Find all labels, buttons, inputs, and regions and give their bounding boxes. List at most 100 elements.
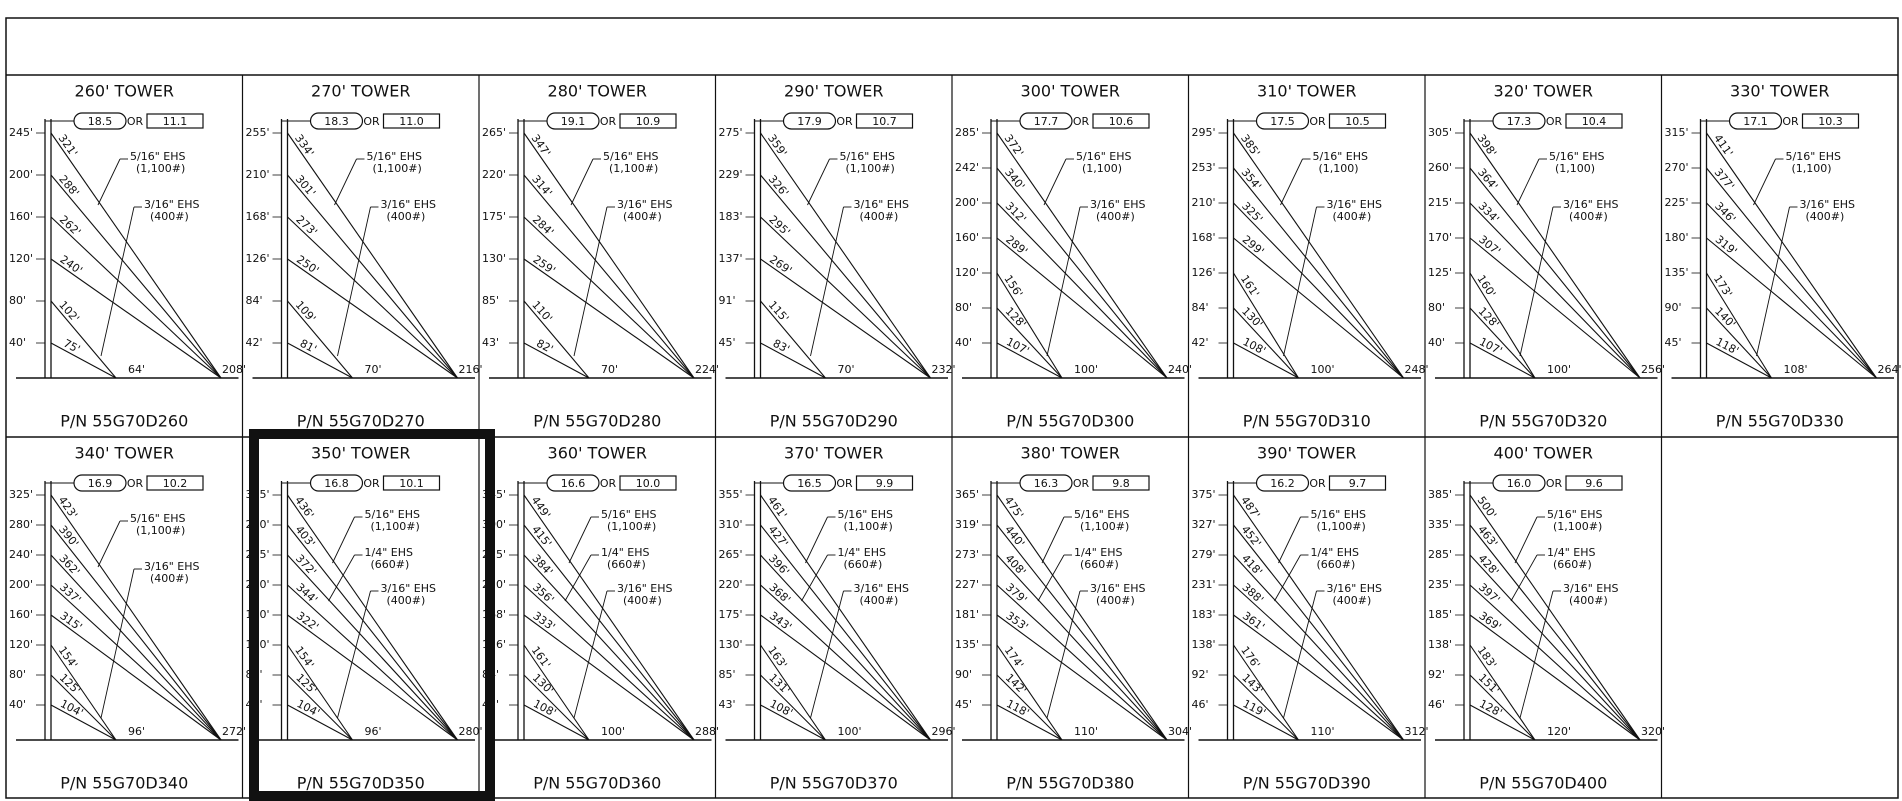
oval xyxy=(1728,112,1783,130)
inner-anchor: 110' xyxy=(1074,725,1098,738)
height-label: 90' xyxy=(1665,301,1682,314)
box-value: 10.0 xyxy=(636,477,661,490)
part-number: P/N 55G70D260 xyxy=(60,412,188,431)
wire-rating: (1,100#) xyxy=(1080,520,1129,533)
guy-wire xyxy=(1233,342,1299,379)
wire-size: 3/16" EHS xyxy=(1563,582,1618,595)
guy-wire xyxy=(50,584,222,741)
guy-wire xyxy=(523,342,590,379)
height-label: 175' xyxy=(482,210,506,223)
guy-wire xyxy=(760,614,931,741)
height-label: 200' xyxy=(9,168,33,181)
or-label: OR xyxy=(1546,477,1563,490)
guy-wire xyxy=(523,216,695,379)
inner-anchor: 120' xyxy=(1547,725,1571,738)
height-label: 385' xyxy=(1428,488,1452,501)
guy-wire xyxy=(1469,554,1641,741)
guy-wire xyxy=(50,644,117,741)
wire-leader xyxy=(1514,516,1538,564)
wire-rating: (660#) xyxy=(1553,558,1592,571)
highlight-box xyxy=(249,429,495,801)
box xyxy=(619,113,677,129)
guy-wire xyxy=(1233,494,1404,741)
wire-leader xyxy=(97,520,121,568)
height-label: 265' xyxy=(719,548,743,561)
guy-wire xyxy=(996,202,1168,379)
box-value: 10.4 xyxy=(1582,115,1607,128)
wire-size: 3/16" EHS xyxy=(1327,582,1382,595)
guy-wire xyxy=(50,216,222,379)
wire-leader xyxy=(100,568,135,719)
wire-size: 1/4" EHS xyxy=(365,546,413,559)
guy-wire xyxy=(50,674,117,741)
wire-rating: (400#) xyxy=(387,594,426,607)
wire-rating: (1,100#) xyxy=(609,162,658,175)
guy-wire xyxy=(996,167,1168,379)
box-value: 10.9 xyxy=(636,115,661,128)
outer-anchor: 232' xyxy=(932,363,956,376)
height-label: 40' xyxy=(955,336,972,349)
guy-wire xyxy=(287,258,458,379)
part-number: P/N 55G70D300 xyxy=(1006,412,1134,431)
height-label: 40' xyxy=(9,698,26,711)
tower-title: 390' TOWER xyxy=(1257,444,1356,463)
wire-leader xyxy=(1519,206,1554,357)
wire-leader xyxy=(801,554,828,602)
height-label: 130' xyxy=(482,252,506,265)
guy-length: 312' xyxy=(1003,200,1029,226)
wire-leader xyxy=(573,206,608,357)
guy-wire xyxy=(50,554,222,741)
height-label: 130' xyxy=(719,638,743,651)
height-label: 215' xyxy=(1428,196,1452,209)
wire-size: 5/16" EHS xyxy=(603,150,658,163)
wire-size: 5/16" EHS xyxy=(840,150,895,163)
wire-leader xyxy=(100,206,135,357)
height-label: 168' xyxy=(246,210,270,223)
height-label: 85' xyxy=(482,294,499,307)
guy-wire xyxy=(50,258,222,379)
guy-wire xyxy=(1706,132,1877,379)
guy-wire xyxy=(1233,674,1299,741)
part-number: P/N 55G70D290 xyxy=(770,412,898,431)
box xyxy=(1328,475,1387,491)
oval xyxy=(546,474,600,492)
guy-wire xyxy=(1469,272,1536,379)
box-value: 10.7 xyxy=(872,115,897,128)
box-value: 10.2 xyxy=(163,477,188,490)
guy-wire xyxy=(1469,342,1536,379)
oval-value: 17.3 xyxy=(1507,115,1532,128)
oval-value: 16.6 xyxy=(561,477,586,490)
guy-wire xyxy=(996,237,1168,379)
wire-leader xyxy=(573,590,608,719)
guy-wire xyxy=(523,644,590,741)
or-label: OR xyxy=(1309,115,1326,128)
wire-leader xyxy=(1756,206,1790,357)
inner-anchor: 64' xyxy=(128,363,145,376)
height-label: 46' xyxy=(1428,698,1445,711)
height-label: 138' xyxy=(1428,638,1452,651)
guy-wire xyxy=(1469,644,1536,741)
wire-rating: (1,100#) xyxy=(136,162,185,175)
guy-wire xyxy=(50,300,117,379)
wire-size: 5/16" EHS xyxy=(1313,150,1368,163)
height-label: 45' xyxy=(1665,336,1682,349)
height-label: 120' xyxy=(955,266,979,279)
wire-rating: (1,100) xyxy=(1319,162,1359,175)
height-label: 231' xyxy=(1192,578,1216,591)
wire-rating: (400#) xyxy=(150,572,189,585)
wire-leader xyxy=(337,206,371,357)
wire-size: 5/16" EHS xyxy=(601,508,656,521)
tower-title: 350' TOWER xyxy=(311,444,410,463)
tower-title: 340' TOWER xyxy=(75,444,174,463)
wire-rating: (400#) xyxy=(1333,594,1372,607)
guy-wire xyxy=(287,614,458,741)
height-label: 175' xyxy=(719,608,743,621)
height-label: 242' xyxy=(955,161,979,174)
outer-anchor: 208' xyxy=(222,363,246,376)
wire-rating: (400#) xyxy=(1569,210,1608,223)
guy-wire xyxy=(1469,524,1641,741)
wire-size: 5/16" EHS xyxy=(1549,150,1604,163)
height-label: 305' xyxy=(1428,126,1452,139)
box xyxy=(1092,475,1150,491)
